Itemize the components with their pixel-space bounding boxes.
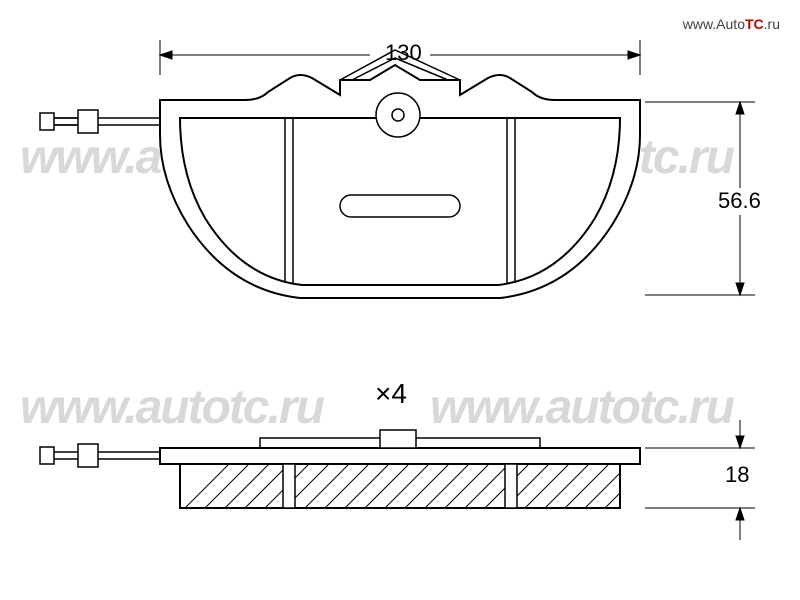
side-view xyxy=(40,420,755,540)
url-prefix: www.Auto xyxy=(683,16,745,32)
dim-height-label: 56.6 xyxy=(718,188,761,214)
dim-thickness-label: 18 xyxy=(725,462,749,488)
quantity-label: ×4 xyxy=(375,378,407,410)
wear-sensor-wire xyxy=(40,110,160,133)
url-suffix: .ru xyxy=(764,16,780,32)
site-url: www.AutoTC.ru xyxy=(683,16,780,32)
pad-center-slot xyxy=(340,195,460,217)
technical-drawing xyxy=(0,0,800,600)
center-boss-inner xyxy=(392,109,404,121)
dim-width-label: 130 xyxy=(385,40,422,66)
url-highlight: TC xyxy=(745,16,764,32)
